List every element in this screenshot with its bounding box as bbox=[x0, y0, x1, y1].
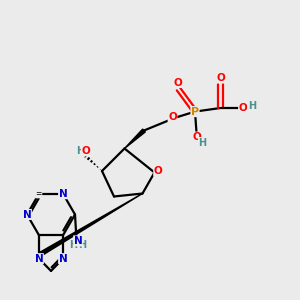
Text: O: O bbox=[216, 73, 225, 83]
Text: N: N bbox=[74, 236, 82, 246]
Polygon shape bbox=[40, 194, 142, 256]
Text: H: H bbox=[198, 137, 207, 148]
Text: H: H bbox=[69, 240, 78, 250]
Polygon shape bbox=[124, 129, 145, 148]
Text: H: H bbox=[78, 240, 87, 250]
Text: N: N bbox=[58, 189, 68, 199]
Text: O: O bbox=[81, 146, 90, 156]
Text: O: O bbox=[192, 132, 201, 142]
Text: O: O bbox=[174, 77, 183, 88]
Text: O: O bbox=[154, 166, 163, 176]
Text: N: N bbox=[22, 209, 32, 220]
Text: O: O bbox=[168, 112, 177, 122]
Text: P: P bbox=[191, 106, 199, 117]
Text: N: N bbox=[34, 254, 43, 264]
Text: H: H bbox=[76, 146, 85, 157]
Text: N: N bbox=[58, 254, 68, 264]
Text: O: O bbox=[238, 103, 247, 113]
Text: H: H bbox=[248, 100, 256, 111]
Text: =: = bbox=[35, 189, 42, 198]
